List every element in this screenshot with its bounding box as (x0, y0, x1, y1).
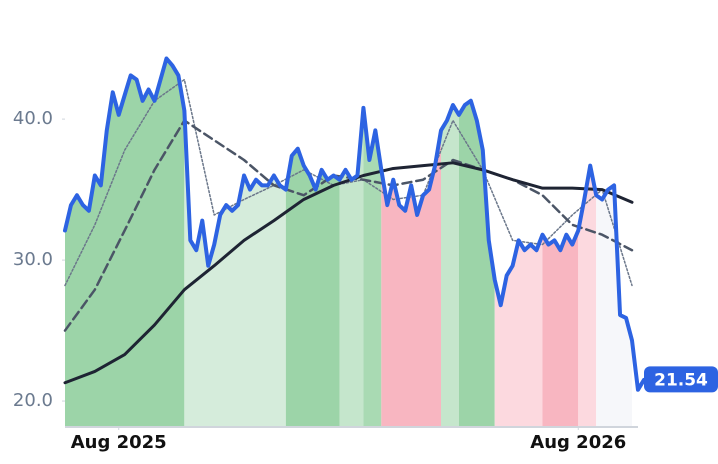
y-tick-label: 40.0 (13, 108, 53, 129)
band (596, 185, 632, 427)
band (184, 110, 286, 428)
band (339, 107, 364, 427)
line-series (63, 56, 652, 392)
y-tick-label: 30.0 (13, 249, 53, 270)
band (458, 100, 495, 428)
band (363, 107, 382, 427)
y-tick-label: 20.0 (13, 390, 53, 411)
band (441, 105, 459, 427)
x-tick-label: Aug 2025 (71, 432, 167, 453)
band (285, 148, 340, 428)
band (65, 58, 185, 427)
price-tag (644, 366, 718, 393)
band (578, 165, 597, 427)
price-tag-label: 21.54 (654, 370, 708, 390)
x-tick-label: Aug 2026 (530, 432, 626, 453)
band (494, 234, 543, 427)
line-series (64, 78, 633, 287)
band (542, 230, 579, 427)
line-series (63, 161, 634, 385)
band (381, 130, 442, 427)
